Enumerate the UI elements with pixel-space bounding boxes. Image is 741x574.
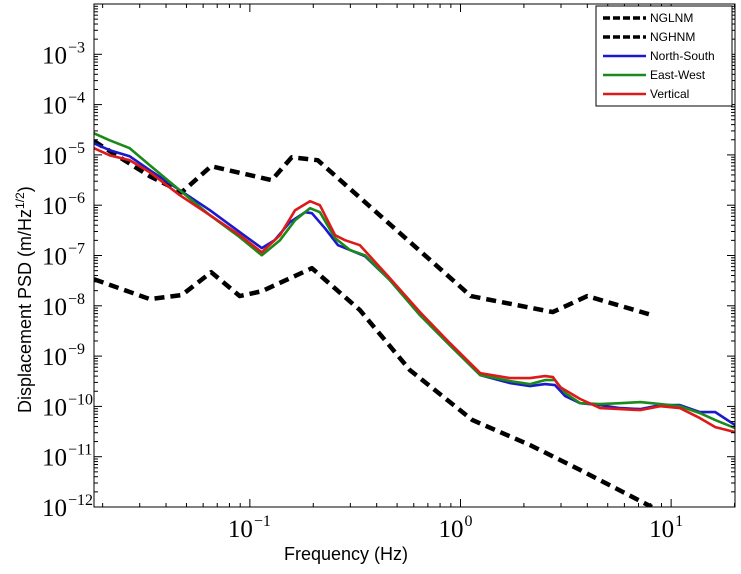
y-tick-base: 10: [42, 93, 67, 120]
legend-label: North-South: [650, 49, 715, 63]
y-tick-exponent: −9: [68, 341, 85, 358]
y-tick-exponent: −5: [68, 140, 85, 157]
y-tick-exponent: −10: [68, 391, 93, 408]
x-tick-exponent: 0: [464, 513, 472, 530]
legend-label: NGLNM: [650, 11, 693, 25]
y-tick-label: 10 −4: [42, 90, 85, 120]
y-tick-label: 10 −7: [42, 241, 85, 271]
y-tick-base: 10: [42, 445, 67, 472]
y-tick-exponent: −6: [68, 190, 85, 207]
y-tick-base: 10: [42, 394, 67, 421]
y-tick-base: 10: [42, 344, 67, 371]
x-axis-title: Frequency (Hz): [284, 544, 408, 564]
y-tick-base: 10: [42, 42, 67, 69]
y-tick-base: 10: [42, 294, 67, 321]
y-tick-label: 10 −10: [42, 391, 93, 421]
legend-item: North-South: [603, 49, 715, 63]
legend-item: East-West: [603, 68, 706, 82]
y-tick-label: 10 −8: [42, 291, 85, 321]
y-tick-label: 10 −5: [42, 140, 85, 170]
x-tick-exponent: 1: [675, 513, 683, 530]
y-tick-exponent: −8: [68, 291, 85, 308]
y-axis-title-sup: 1/2: [13, 192, 27, 209]
y-tick-label: 10 −9: [42, 341, 85, 371]
y-tick-exponent: −7: [68, 241, 85, 258]
legend-item: Vertical: [603, 87, 689, 101]
y-tick-label: 10 −11: [42, 442, 92, 472]
x-tick-base: 10: [228, 516, 253, 543]
legend-label: NGHNM: [650, 30, 695, 44]
x-tick-label: 10 −1: [228, 513, 271, 543]
legend-label: Vertical: [650, 87, 689, 101]
series-nghnm: [94, 139, 653, 318]
y-tick-exponent: −12: [68, 492, 93, 509]
x-tick-base: 10: [649, 516, 674, 543]
series-nglnm: [94, 265, 653, 507]
y-tick-label: 10 −6: [42, 190, 85, 220]
x-tick-label: 10 1: [649, 513, 683, 543]
svg-text:Displacement PSD (m/Hz1/2): Displacement PSD (m/Hz1/2): [13, 186, 35, 413]
series-layer: [94, 132, 735, 507]
y-tick-label: 10 −3: [42, 39, 85, 69]
ticks-layer: [94, 3, 736, 508]
legend-item: NGLNM: [603, 11, 693, 25]
legend: NGLNM NGHNM North-South East-West Vertical: [595, 5, 733, 107]
x-tick-label: 10 0: [438, 513, 472, 543]
x-tick-base: 10: [438, 516, 463, 543]
legend-item: NGHNM: [603, 30, 695, 44]
legend-label: East-West: [650, 68, 706, 82]
y-tick-labels: 10−310−410−510−610−710−810−910−1010−1110…: [42, 39, 93, 522]
y-tick-base: 10: [42, 244, 67, 271]
y-tick-exponent: −11: [68, 442, 92, 459]
y-tick-exponent: −3: [68, 39, 85, 56]
y-tick-exponent: −4: [68, 90, 85, 107]
y-axis-title-main: Displacement PSD (m/Hz: [15, 209, 35, 413]
y-tick-base: 10: [42, 143, 67, 170]
y-tick-label: 10 −12: [42, 492, 93, 522]
x-tick-labels: 10 −1 10 0 10 1: [228, 513, 683, 543]
y-axis-title: Displacement PSD (m/Hz1/2): [13, 186, 35, 413]
x-tick-exponent: −1: [254, 513, 271, 530]
y-tick-base: 10: [42, 193, 67, 220]
series-vertical: [94, 147, 735, 434]
y-tick-base: 10: [42, 495, 67, 522]
y-axis-title-close: ): [15, 186, 35, 192]
